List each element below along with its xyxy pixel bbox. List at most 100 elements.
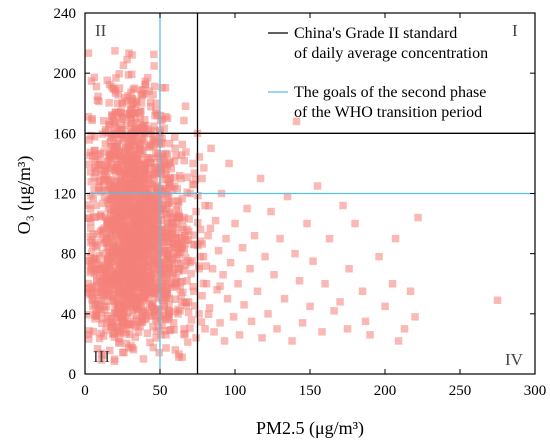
data-point: [108, 248, 116, 257]
data-point: [208, 265, 217, 273]
data-point: [139, 135, 148, 143]
data-point: [149, 322, 157, 331]
data-point: [109, 330, 117, 339]
data-point: [136, 171, 144, 179]
quadrant-label-iii: III: [93, 347, 110, 366]
data-point: [153, 317, 161, 325]
x-tick-label: 200: [374, 383, 397, 399]
data-point: [186, 324, 194, 332]
data-point: [169, 319, 178, 327]
data-point: [162, 226, 171, 234]
data-point: [163, 274, 172, 282]
data-point: [195, 310, 203, 318]
data-point: [160, 238, 168, 246]
data-point: [101, 140, 110, 148]
data-point: [273, 325, 281, 333]
data-point: [155, 243, 163, 252]
quadrant-label-i: I: [512, 21, 518, 40]
data-point: [201, 325, 209, 333]
data-point: [181, 102, 190, 110]
data-point: [280, 295, 289, 303]
data-point: [177, 151, 186, 159]
data-point: [142, 227, 150, 236]
data-point: [125, 139, 133, 148]
data-point: [131, 322, 139, 331]
data-point: [124, 308, 133, 317]
data-point: [107, 217, 115, 226]
data-point: [93, 161, 102, 169]
data-point: [129, 214, 137, 222]
data-point: [264, 310, 272, 318]
data-point: [137, 91, 145, 99]
data-point: [152, 279, 160, 287]
data-point: [123, 154, 131, 163]
x-tick-label: 100: [224, 383, 247, 399]
data-point: [131, 333, 139, 341]
data-point: [89, 327, 98, 336]
data-point: [118, 126, 127, 134]
data-point: [154, 294, 163, 303]
data-point: [84, 311, 92, 319]
data-point: [119, 348, 127, 357]
data-point: [97, 329, 105, 338]
data-point: [159, 249, 167, 258]
data-point: [118, 311, 126, 319]
data-point: [159, 279, 168, 287]
data-point: [96, 156, 104, 164]
data-point: [112, 318, 121, 326]
data-point: [190, 240, 199, 249]
data-point: [120, 236, 129, 244]
data-point: [191, 175, 200, 184]
data-point: [197, 318, 206, 326]
data-point: [229, 313, 238, 321]
data-point: [118, 100, 126, 108]
data-point: [134, 155, 142, 164]
legend-label-china-2: of daily average concentration: [294, 45, 488, 62]
x-axis-title: PM2.5 (μg/m³): [256, 418, 364, 439]
data-point: [84, 49, 93, 57]
data-point: [114, 135, 123, 143]
data-point: [119, 284, 128, 292]
data-point: [106, 161, 115, 169]
data-point: [192, 207, 200, 216]
data-point: [87, 177, 95, 186]
data-point: [149, 265, 157, 273]
data-point: [131, 283, 140, 291]
data-point: [123, 294, 132, 302]
data-point: [142, 291, 150, 299]
data-point: [145, 154, 153, 162]
data-point: [88, 296, 97, 304]
data-point: [133, 225, 142, 233]
data-point: [84, 201, 93, 209]
data-point: [125, 299, 134, 308]
data-point: [185, 215, 193, 223]
data-point: [85, 257, 94, 265]
data-point: [175, 197, 183, 206]
data-point: [118, 268, 127, 276]
data-point: [113, 323, 122, 331]
data-point: [258, 334, 266, 342]
data-point: [111, 120, 119, 128]
data-point: [165, 237, 173, 246]
data-point: [150, 154, 158, 163]
data-point: [111, 86, 120, 95]
data-point: [109, 211, 118, 219]
data-point: [136, 322, 144, 331]
data-point: [157, 260, 165, 269]
data-point: [162, 331, 170, 339]
data-point: [147, 242, 156, 251]
data-point: [181, 261, 190, 270]
data-point: [219, 271, 227, 279]
data-point: [126, 257, 135, 265]
data-point: [139, 86, 147, 94]
data-point: [111, 230, 119, 238]
data-point: [493, 296, 502, 304]
data-point: [151, 163, 159, 171]
data-point: [157, 265, 165, 274]
data-point: [123, 55, 131, 64]
y-tick-label: 200: [54, 66, 77, 82]
data-point: [134, 236, 142, 244]
data-point: [183, 173, 191, 182]
data-point: [238, 243, 247, 252]
data-point: [226, 258, 235, 267]
